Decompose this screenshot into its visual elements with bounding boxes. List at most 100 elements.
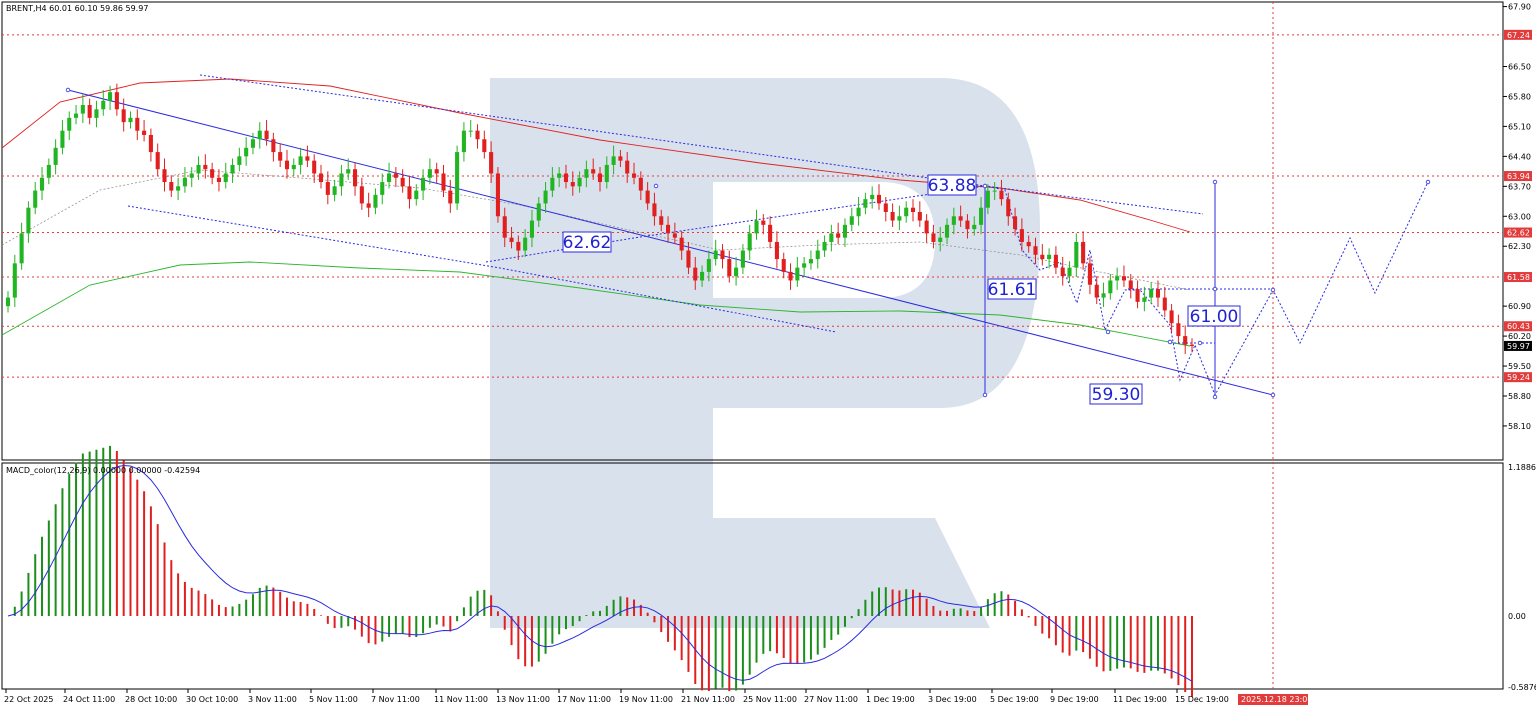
macd-panel-frame xyxy=(1,462,1504,690)
candle-body xyxy=(264,130,269,140)
pivot-marker xyxy=(1212,286,1218,292)
candle-body xyxy=(60,130,65,148)
candle-body xyxy=(332,186,337,195)
price-tick-label: 60.20 xyxy=(1508,332,1531,341)
candle-body xyxy=(128,117,133,123)
price-tick-label: 62.30 xyxy=(1508,242,1531,251)
candle-body xyxy=(1081,241,1086,264)
candle-body xyxy=(1040,254,1045,260)
main-trendline xyxy=(67,89,1274,396)
date-tick-label: 27 Nov 11:00 xyxy=(804,695,858,704)
date-tick-label: 3 Nov 11:00 xyxy=(248,695,297,704)
level-badge xyxy=(1504,321,1532,332)
candle-body xyxy=(19,233,24,264)
candle-body xyxy=(727,259,732,277)
candle-body xyxy=(795,267,800,281)
candle-body xyxy=(516,241,521,251)
candle-body xyxy=(5,297,11,307)
level-badge-label: 63.94 xyxy=(1507,172,1530,181)
candle-body xyxy=(829,233,834,242)
annotation-label: 63.88 xyxy=(928,176,977,196)
candle-body xyxy=(318,173,324,183)
candle-body xyxy=(822,241,827,251)
candle-body xyxy=(298,156,303,165)
candle-body xyxy=(427,169,432,178)
candle-body xyxy=(570,182,575,187)
green-moving-average xyxy=(1,261,1191,347)
candle-body xyxy=(196,164,201,174)
level-badge-label: 59.24 xyxy=(1507,373,1530,382)
candle-body xyxy=(863,199,868,208)
candle-body xyxy=(666,224,671,234)
level-badge xyxy=(1504,171,1532,182)
level-badge xyxy=(1504,227,1532,238)
candle-body xyxy=(393,173,398,178)
candle-body xyxy=(550,177,555,191)
trend-overlays xyxy=(1,74,1431,400)
candle-body xyxy=(1128,280,1133,290)
lower-channel xyxy=(127,205,837,333)
pivot-marker xyxy=(653,183,659,189)
candle-body xyxy=(114,92,119,110)
date-tick-label: 11 Nov 11:00 xyxy=(434,695,488,704)
date-tick-label: 17 Nov 11:00 xyxy=(557,695,611,704)
candle-body xyxy=(631,173,637,178)
symbol-info: BRENT,H4 60.01 60.10 59.86 59.97 xyxy=(6,4,148,13)
candle-body xyxy=(1115,276,1120,281)
candle-body xyxy=(250,139,256,148)
candle-body xyxy=(169,182,174,191)
pivot-marker xyxy=(65,87,71,93)
candle-body xyxy=(529,220,534,238)
level-badge xyxy=(1504,272,1532,283)
candle-body xyxy=(1101,293,1106,298)
candle-body xyxy=(1019,229,1024,242)
candle-body xyxy=(475,130,480,140)
date-tick-label: 1 Dec 19:00 xyxy=(866,695,915,704)
candle-body xyxy=(387,173,392,183)
date-tick-label: 22 Oct 2025 xyxy=(4,695,53,704)
candle-body xyxy=(155,152,160,170)
current-price-label: 59.97 xyxy=(1507,342,1530,351)
candle-body xyxy=(849,216,854,225)
forecast-date-badge xyxy=(1238,694,1308,705)
candle-body xyxy=(53,147,58,165)
date-tick-label: 5 Dec 19:00 xyxy=(990,695,1039,704)
candle-body xyxy=(162,169,167,183)
candle-body xyxy=(781,259,786,272)
current-price-badge xyxy=(1504,340,1532,351)
candle-body xyxy=(346,169,351,174)
candle-body xyxy=(625,160,630,174)
candle-body xyxy=(768,224,773,242)
level-badge xyxy=(1504,29,1532,40)
candle-body xyxy=(979,207,984,225)
date-tick-label: 7 Nov 11:00 xyxy=(371,695,420,704)
candle-body xyxy=(182,177,187,187)
candle-body xyxy=(876,194,882,204)
candle-body xyxy=(325,182,330,195)
candle-body xyxy=(489,152,494,174)
candle-body xyxy=(1121,276,1126,281)
candle-body xyxy=(638,177,643,191)
candle-body xyxy=(597,173,603,183)
candle-body xyxy=(618,156,623,161)
candle-body xyxy=(448,190,453,204)
candle-body xyxy=(523,237,528,251)
candle-body xyxy=(1183,336,1188,345)
annotation-box xyxy=(1089,383,1143,405)
candle-body xyxy=(74,113,79,118)
forecast-date-label: 2025.12.18 23:00 xyxy=(1241,695,1312,704)
candle-body xyxy=(883,203,888,212)
price-tick-label: 58.80 xyxy=(1508,392,1531,401)
pivot-marker xyxy=(982,183,988,189)
candle-body xyxy=(366,203,371,208)
candle-body xyxy=(380,182,385,195)
candle-body xyxy=(373,194,378,208)
candle-body xyxy=(1047,254,1052,260)
pivot-marker xyxy=(1167,339,1173,345)
candle-body xyxy=(421,177,426,191)
candle-body xyxy=(135,117,140,131)
candle-body xyxy=(305,156,310,161)
horizontal-levels xyxy=(2,2,1503,689)
level-badge xyxy=(1504,372,1532,383)
